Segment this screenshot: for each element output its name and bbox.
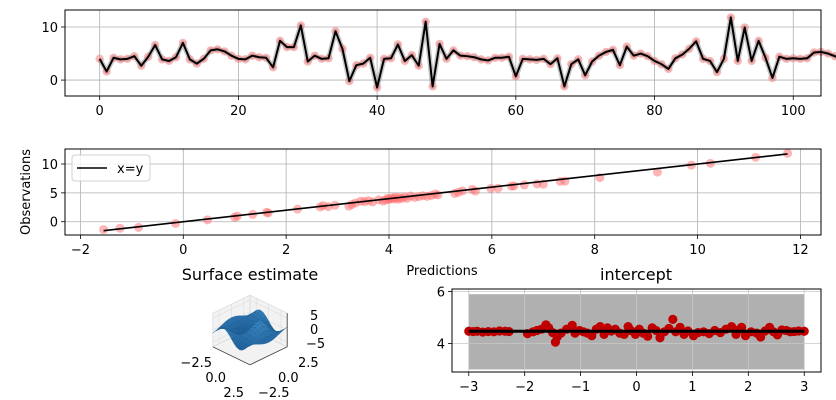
scatter-xtick-label: −2	[71, 243, 90, 258]
intercept-ytick-label: 4	[437, 337, 445, 352]
scatter-ytick-label: 5	[50, 187, 58, 202]
scatter-xtick-label: 12	[792, 243, 809, 258]
intercept-point	[567, 320, 577, 330]
intercept-xtick-label: 0	[632, 380, 640, 395]
z-tick-label: 5	[310, 309, 318, 324]
series-grid	[65, 10, 821, 96]
intercept-xtick-label: −3	[459, 380, 478, 395]
series-ytick-label: 0	[50, 74, 58, 89]
pane-gridline	[249, 299, 288, 319]
legend: x=y	[71, 154, 151, 182]
scatter-xtick-label: 10	[689, 243, 706, 258]
scatter-point	[202, 215, 212, 225]
series-panel: 0 20 40 60 80 100 0 10	[41, 9, 836, 119]
legend-label: x=y	[117, 162, 144, 177]
y-tick-label: 0.0	[278, 371, 299, 386]
scatter-ytick-label: 10	[41, 158, 58, 173]
surface-patch	[247, 344, 253, 348]
series-xtick-label: 0	[96, 104, 104, 119]
scatter-xtick-label: 0	[179, 243, 187, 258]
intercept-xtick-label: 3	[800, 380, 808, 395]
scatter-xtick-label: 4	[385, 243, 393, 258]
intercept-xtick-label: 2	[744, 380, 752, 395]
intercept-frame	[451, 288, 822, 373]
intercept-xtick-label: −1	[571, 380, 590, 395]
intercept-ytick-label: 6	[437, 286, 445, 301]
series-xtick-label: 20	[230, 104, 247, 119]
series-xtick-label: 80	[646, 104, 663, 119]
scatter-point	[99, 225, 109, 235]
z-tick-label: −5	[306, 337, 325, 352]
scatter-point	[783, 148, 793, 158]
prediction-line	[98, 16, 836, 89]
scatter-ytick-label: 0	[50, 216, 58, 231]
scatter-point	[323, 202, 333, 212]
scatter-point	[519, 180, 529, 190]
intercept-point	[737, 322, 747, 332]
scatter-xtick-label: 8	[591, 243, 599, 258]
intercept-title: intercept	[600, 265, 672, 284]
scatter-point	[493, 183, 503, 193]
series-frame	[64, 9, 822, 97]
series-xtick-label: 60	[508, 104, 525, 119]
intercept-point	[595, 322, 605, 332]
intercept-point	[668, 314, 678, 324]
y-tick-label: 2.5	[298, 356, 319, 371]
x-tick-label: −2.5	[180, 356, 212, 371]
scatter-xtick-label: 6	[488, 243, 496, 258]
scatter-point	[509, 181, 519, 191]
legend-box	[71, 154, 151, 182]
x-tick-label: 2.5	[223, 386, 244, 400]
scatter-point	[652, 167, 662, 177]
intercept-point	[643, 331, 653, 341]
x-tick-label: 0.0	[205, 371, 226, 386]
intercept-point	[675, 322, 685, 332]
z-tick-label: 0	[310, 323, 318, 338]
scatter-xlabel: Predictions	[406, 264, 478, 279]
series-xtick-label: 100	[781, 104, 806, 119]
intercept-panel: −3 −2 −1 0 1 2 3 4 6	[437, 286, 822, 395]
x-axis-line	[212, 346, 251, 366]
scatter-ylabel: Observations	[19, 149, 34, 235]
y-axis-line	[249, 346, 288, 366]
surface-title: Surface estimate	[182, 265, 318, 284]
intercept-xtick-label: −2	[515, 380, 534, 395]
y-tick-label: −2.5	[258, 386, 290, 400]
reference-line	[103, 153, 788, 232]
pane-gridline	[212, 299, 251, 319]
scatter-panel: −2 0 2 4 6 8 10 12 0 5 10 x=y	[41, 148, 822, 258]
intercept-xtick-label: 1	[688, 380, 696, 395]
scatter-xtick-label: 2	[282, 243, 290, 258]
scatter-point	[433, 190, 443, 200]
series-xtick-label: 40	[369, 104, 386, 119]
intercept-point	[587, 331, 597, 341]
scatter-point	[171, 218, 181, 228]
series-ytick-label: 10	[41, 21, 58, 36]
scatter-frame	[64, 148, 822, 236]
surface-panel: −2.50.02.5 −2.50.02.550−5	[180, 294, 325, 400]
